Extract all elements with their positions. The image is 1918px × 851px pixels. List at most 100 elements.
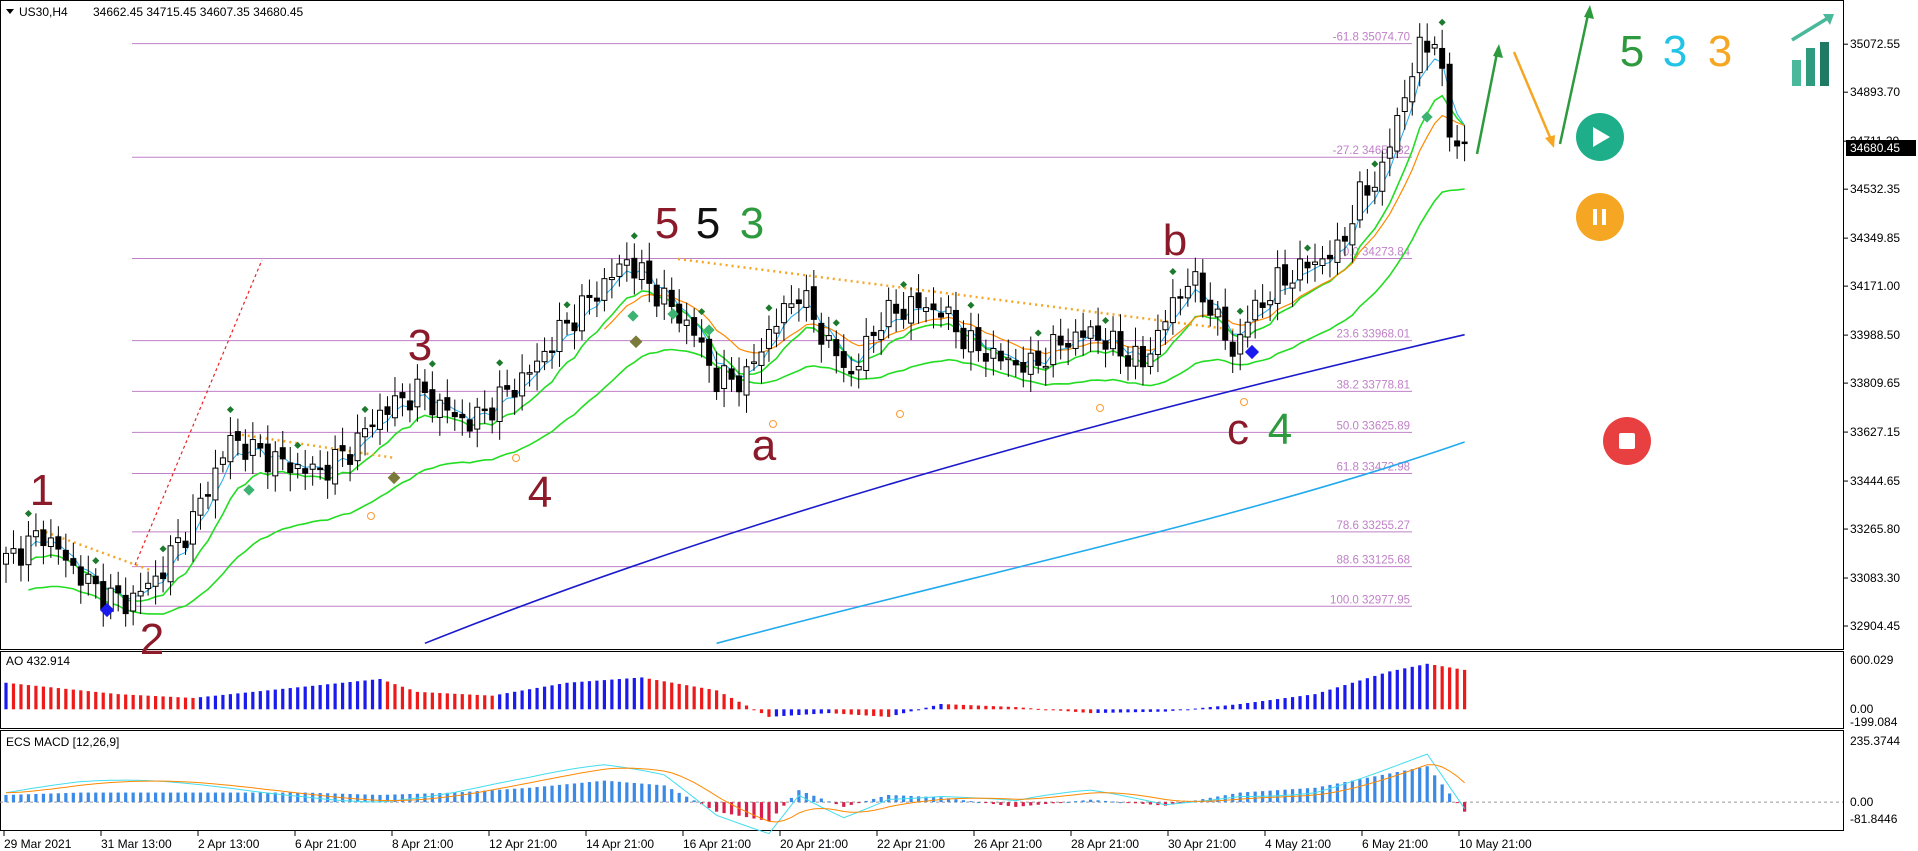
ao-bar — [557, 684, 562, 710]
ao-bar — [812, 709, 816, 715]
ao-bar — [1328, 689, 1332, 710]
macd-histogram-bar — [453, 792, 457, 803]
ao-bar — [1283, 698, 1287, 710]
ao-bar — [587, 681, 592, 710]
macd-histogram-bar — [318, 793, 322, 803]
ao-bar — [79, 690, 83, 710]
candle-body — [429, 389, 436, 416]
ao-bar — [752, 709, 756, 711]
macd-histogram-bar — [849, 802, 853, 805]
ao-bar — [483, 695, 487, 710]
macd-histogram-bar — [662, 785, 666, 803]
ao-bar — [146, 695, 150, 710]
stop-button[interactable] — [1603, 417, 1651, 465]
time-tick-label: 29 Mar 2021 — [4, 837, 72, 851]
macd-histogram-bar — [288, 792, 292, 803]
ao-bar — [1418, 665, 1422, 710]
candle-body — [1222, 306, 1229, 341]
macd-axis-tick: 0.00 — [1850, 795, 1874, 809]
macd-histogram-bar — [1440, 784, 1444, 803]
macd-histogram-bar — [86, 792, 90, 803]
macd-histogram-bar — [1350, 780, 1354, 803]
macd-histogram-bar — [670, 789, 674, 803]
wave-label-3-cyan-top: 3 — [1663, 27, 1687, 76]
macd-histogram-bar — [924, 796, 928, 803]
candle-body — [1095, 325, 1102, 341]
time-tick-label: 6 Apr 21:00 — [295, 837, 357, 851]
candle-body — [122, 594, 129, 615]
macd-histogram-bar — [557, 784, 562, 803]
pause-button-circle[interactable] — [1576, 193, 1624, 241]
macd-histogram-bar — [999, 802, 1003, 805]
ao-bar — [849, 709, 853, 715]
ao-bar — [333, 683, 337, 710]
candle-body — [930, 303, 937, 311]
ma-orange-line — [603, 114, 1465, 355]
macd-histogram-bar — [677, 792, 681, 803]
macd-histogram-bar — [1380, 774, 1384, 803]
candle-body — [1319, 258, 1326, 266]
candle-body — [758, 351, 765, 366]
macd-histogram-bar — [34, 793, 38, 803]
ao-bar — [1171, 709, 1175, 711]
macd-histogram-bar — [1029, 802, 1033, 806]
ao-bar — [931, 705, 936, 710]
candle-body — [691, 317, 698, 336]
candle-body — [788, 303, 795, 308]
ao-bar — [385, 681, 390, 710]
ao-bar — [64, 688, 68, 710]
candle-body — [721, 365, 728, 390]
ao-bar — [154, 696, 158, 710]
macd-histogram-bar — [812, 795, 816, 803]
ao-bar — [468, 694, 472, 710]
candle-body — [728, 368, 735, 380]
candle-body — [810, 286, 817, 320]
ao-bar — [326, 684, 330, 710]
ao-bar — [26, 685, 31, 710]
candle-body — [219, 457, 226, 465]
ao-bar — [1118, 709, 1123, 713]
macd-histogram-bar — [744, 802, 749, 818]
macd-histogram-bar — [864, 800, 868, 803]
ao-bar — [266, 690, 270, 710]
play-button[interactable] — [1576, 113, 1624, 161]
macd-histogram-bar — [715, 802, 719, 812]
ao-panel-label: AO 432.914 — [6, 654, 70, 668]
ao-bar — [124, 694, 128, 710]
macd-histogram-bar — [363, 794, 367, 803]
candle-body — [167, 545, 174, 583]
ao-bar — [1133, 709, 1138, 713]
ao-bar — [86, 691, 90, 710]
pause-button[interactable] — [1576, 193, 1624, 241]
ao-bar — [1156, 709, 1160, 712]
macd-histogram-bar — [243, 792, 247, 803]
ao-bar — [19, 684, 23, 710]
ao-bar — [1276, 699, 1280, 710]
ao-bar — [378, 678, 382, 710]
macd-histogram-bar — [1006, 802, 1010, 806]
candle-body — [287, 462, 294, 474]
ao-bar — [1029, 708, 1033, 710]
ao-bar — [1178, 709, 1182, 711]
candle-body — [347, 454, 354, 465]
symbol-dropdown-icon[interactable] — [6, 9, 14, 14]
candle-body — [489, 407, 496, 421]
macd-histogram-bar — [281, 792, 285, 803]
macd-histogram-bar — [916, 796, 921, 803]
price-tick-label: 35072.55 — [1850, 37, 1900, 51]
candle-body — [923, 307, 930, 312]
macd-histogram-bar — [400, 794, 405, 803]
green-diamond-marker — [243, 484, 255, 496]
ao-bar — [625, 678, 629, 710]
fib-level-label: 88.6 33125.68 — [1336, 555, 1410, 567]
ao-bar — [902, 709, 906, 714]
macd-histogram-bar — [565, 784, 569, 803]
ao-bar — [1051, 709, 1055, 711]
macd-histogram-bar — [520, 788, 524, 803]
ao-bar — [1126, 709, 1130, 713]
ao-bar — [954, 704, 958, 710]
macd-histogram-bar — [326, 793, 330, 803]
green-arrow-up-1 — [1475, 47, 1500, 155]
ao-bar — [453, 693, 457, 710]
candle-body — [1282, 264, 1289, 286]
